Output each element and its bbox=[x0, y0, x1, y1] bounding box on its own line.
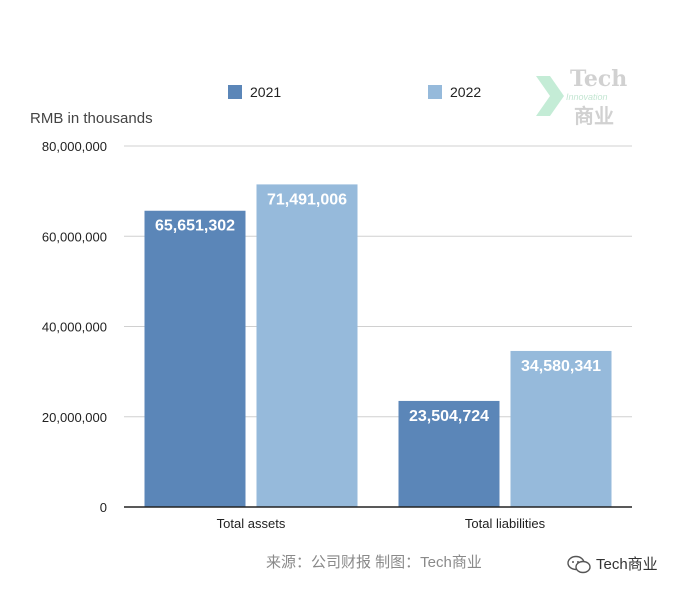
y-tick-label: 80,000,000 bbox=[42, 139, 107, 154]
watermark-tech: Tech bbox=[570, 66, 628, 92]
x-tick-label: Total assets bbox=[217, 516, 286, 531]
y-tick-label: 40,000,000 bbox=[42, 320, 107, 335]
bar-value-label: 34,580,341 bbox=[521, 358, 601, 375]
legend-swatch-2021 bbox=[228, 85, 242, 99]
y-tick-label: 60,000,000 bbox=[42, 229, 107, 244]
bar-value-label: 23,504,724 bbox=[409, 408, 489, 425]
bar-2022-1 bbox=[510, 350, 612, 507]
legend-label-2022: 2022 bbox=[450, 84, 482, 100]
legend-item-2022: 2022 bbox=[428, 84, 481, 100]
bar-2021-0 bbox=[144, 210, 246, 507]
bar-2022-0 bbox=[256, 184, 358, 507]
legend-swatch-2022 bbox=[428, 85, 442, 99]
x-axis-labels: Total assets Total liabilities bbox=[217, 516, 546, 531]
watermark-innovation: Innovation bbox=[566, 92, 608, 102]
bar-value-labels: 65,651,302 71,491,006 23,504,724 34,580,341 bbox=[155, 191, 601, 425]
y-tick-label: 0 bbox=[100, 500, 107, 515]
wechat-icon bbox=[567, 555, 591, 573]
y-axis-ticks: 0 20,000,000 40,000,000 60,000,000 80,000,00… bbox=[42, 139, 107, 515]
legend-label-2021: 2021 bbox=[250, 84, 282, 100]
source-caption: 来源：公司财报 制图：Tech商业 bbox=[266, 554, 482, 571]
y-axis-label: RMB in thousands bbox=[30, 110, 153, 127]
chevron-logo-icon bbox=[536, 76, 564, 116]
bar-value-label: 65,651,302 bbox=[155, 218, 235, 235]
watermark-chinese: 商业 bbox=[574, 106, 614, 128]
bar-value-label: 71,491,006 bbox=[267, 191, 347, 208]
y-tick-label: 20,000,000 bbox=[42, 410, 107, 425]
brand-signature: Tech商业 bbox=[566, 553, 658, 574]
brand-text: Tech商业 bbox=[596, 556, 658, 573]
x-tick-label: Total liabilities bbox=[465, 516, 546, 531]
bars bbox=[144, 184, 612, 507]
bar-2021-1 bbox=[398, 400, 500, 507]
watermark-logo: Tech Innovation 商业 bbox=[530, 64, 640, 128]
legend-item-2021: 2021 bbox=[228, 84, 281, 100]
